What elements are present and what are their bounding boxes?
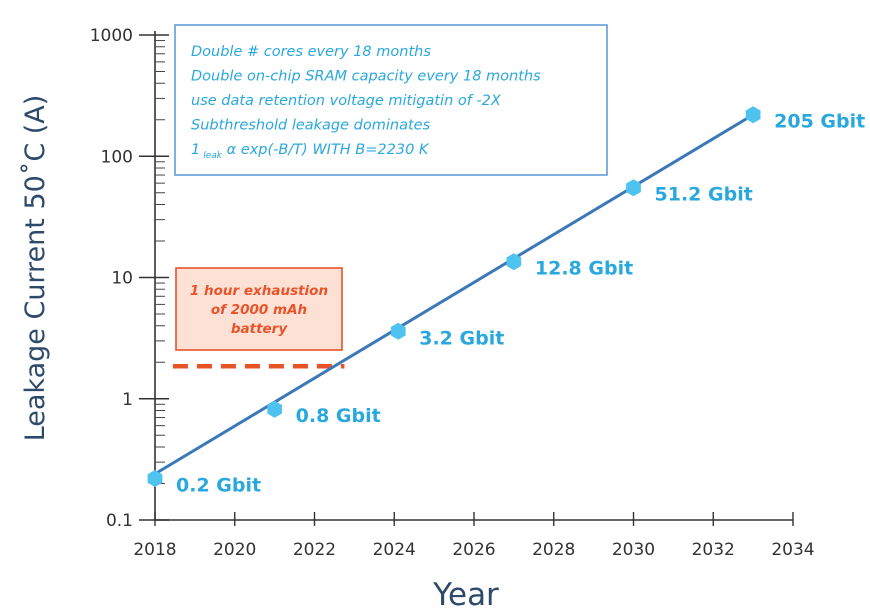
formula-body: α exp(-B/T) WITH B=2230 K	[222, 142, 430, 158]
data-label: 205 Gbit	[774, 111, 865, 133]
assumption-line: Subthreshold leakage dominates	[191, 118, 431, 134]
formula-line: 1 leak α exp(-B/T) WITH B=2230 K	[191, 142, 430, 161]
x-tick-label: 2022	[293, 540, 336, 560]
assumption-line: Double # cores every 18 months	[191, 44, 431, 60]
y-tick-label: 10	[111, 269, 133, 289]
data-label: 0.8 Gbit	[296, 405, 381, 427]
x-tick-label: 2020	[213, 540, 256, 560]
formula-prefix: 1	[191, 142, 200, 158]
x-axis-title: Year	[432, 577, 499, 613]
data-label: 51.2 Gbit	[655, 184, 753, 206]
y-axis-title: Leakage Current 50˚C (A)	[20, 95, 51, 442]
data-label: 3.2 Gbit	[419, 327, 504, 349]
y-tick-label: 100	[101, 147, 133, 167]
x-tick-label: 2032	[692, 540, 735, 560]
data-point	[506, 253, 522, 271]
battery-note-line: battery	[231, 321, 288, 337]
y-tick-label: 1000	[90, 26, 133, 46]
data-point	[390, 322, 406, 340]
annotations: Double # cores every 18 months Double on-…	[174, 24, 608, 176]
y-tick-label: 0.1	[106, 511, 133, 531]
axes: 0.1 1 10 100 1000 2018 2020 2022 2024 2026 2028 203…	[20, 26, 815, 613]
x-tick-label: 2026	[452, 540, 495, 560]
battery-threshold-group: 1 hour exhaustion of 2000 mAh battery	[172, 267, 345, 369]
data-point	[745, 106, 761, 124]
x-tick-label: 2034	[771, 540, 814, 560]
data-point	[147, 470, 163, 487]
x-tick-label: 2024	[373, 540, 416, 560]
x-tick-label: 2018	[133, 540, 176, 560]
data-point	[267, 400, 282, 418]
assumptions-box	[174, 24, 608, 176]
y-tick-label: 1	[122, 390, 133, 410]
data-label: 0.2 Gbit	[176, 474, 261, 496]
x-tick-label: 2030	[612, 540, 655, 560]
assumption-line: Double on-chip SRAM capacity every 18 mo…	[191, 69, 541, 85]
battery-note-line: 1 hour exhaustion	[190, 283, 328, 299]
trend-line	[154, 113, 754, 476]
x-tick-label: 2028	[532, 540, 575, 560]
data-label: 12.8 Gbit	[535, 258, 633, 280]
battery-note-box	[175, 267, 343, 351]
battery-note-line: of 2000 mAh	[211, 302, 307, 318]
assumption-line: use data retention voltage mitigatin of …	[191, 93, 502, 109]
formula-subscript: leak	[203, 151, 223, 161]
series-group: 0.2 Gbit 0.8 Gbit 3.2 Gbit 12.8 Gbit 51.2 Gb…	[147, 106, 865, 496]
data-point	[626, 179, 641, 197]
